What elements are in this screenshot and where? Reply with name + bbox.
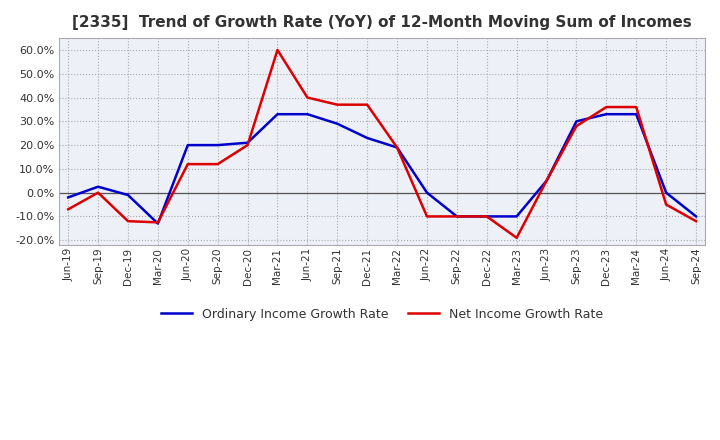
Ordinary Income Growth Rate — [273, 112, 282, 117]
Net Income Growth Rate — [94, 190, 102, 195]
Net Income Growth Rate — [213, 161, 222, 167]
Net Income Growth Rate — [184, 161, 192, 167]
Legend: Ordinary Income Growth Rate, Net Income Growth Rate: Ordinary Income Growth Rate, Net Income … — [156, 303, 608, 326]
Line: Net Income Growth Rate: Net Income Growth Rate — [68, 50, 696, 238]
Title: [2335]  Trend of Growth Rate (YoY) of 12-Month Moving Sum of Incomes: [2335] Trend of Growth Rate (YoY) of 12-… — [72, 15, 692, 30]
Ordinary Income Growth Rate — [572, 119, 581, 124]
Ordinary Income Growth Rate — [153, 221, 162, 226]
Net Income Growth Rate — [243, 143, 252, 148]
Net Income Growth Rate — [153, 220, 162, 225]
Ordinary Income Growth Rate — [632, 112, 641, 117]
Line: Ordinary Income Growth Rate: Ordinary Income Growth Rate — [68, 114, 696, 224]
Ordinary Income Growth Rate — [662, 190, 670, 195]
Net Income Growth Rate — [662, 202, 670, 207]
Net Income Growth Rate — [64, 207, 73, 212]
Net Income Growth Rate — [602, 104, 611, 110]
Ordinary Income Growth Rate — [303, 112, 312, 117]
Net Income Growth Rate — [453, 214, 462, 219]
Net Income Growth Rate — [423, 214, 431, 219]
Ordinary Income Growth Rate — [482, 214, 491, 219]
Ordinary Income Growth Rate — [453, 214, 462, 219]
Ordinary Income Growth Rate — [392, 145, 401, 150]
Ordinary Income Growth Rate — [602, 112, 611, 117]
Ordinary Income Growth Rate — [94, 184, 102, 189]
Net Income Growth Rate — [482, 214, 491, 219]
Ordinary Income Growth Rate — [423, 190, 431, 195]
Ordinary Income Growth Rate — [64, 195, 73, 200]
Ordinary Income Growth Rate — [542, 178, 551, 183]
Net Income Growth Rate — [124, 219, 132, 224]
Ordinary Income Growth Rate — [243, 140, 252, 145]
Net Income Growth Rate — [632, 104, 641, 110]
Net Income Growth Rate — [392, 145, 401, 150]
Ordinary Income Growth Rate — [692, 214, 701, 219]
Net Income Growth Rate — [363, 102, 372, 107]
Net Income Growth Rate — [542, 178, 551, 183]
Net Income Growth Rate — [333, 102, 341, 107]
Net Income Growth Rate — [692, 219, 701, 224]
Ordinary Income Growth Rate — [124, 192, 132, 198]
Ordinary Income Growth Rate — [213, 143, 222, 148]
Net Income Growth Rate — [513, 235, 521, 241]
Net Income Growth Rate — [273, 48, 282, 53]
Ordinary Income Growth Rate — [513, 214, 521, 219]
Net Income Growth Rate — [303, 95, 312, 100]
Ordinary Income Growth Rate — [363, 136, 372, 141]
Ordinary Income Growth Rate — [333, 121, 341, 126]
Net Income Growth Rate — [572, 124, 581, 129]
Ordinary Income Growth Rate — [184, 143, 192, 148]
